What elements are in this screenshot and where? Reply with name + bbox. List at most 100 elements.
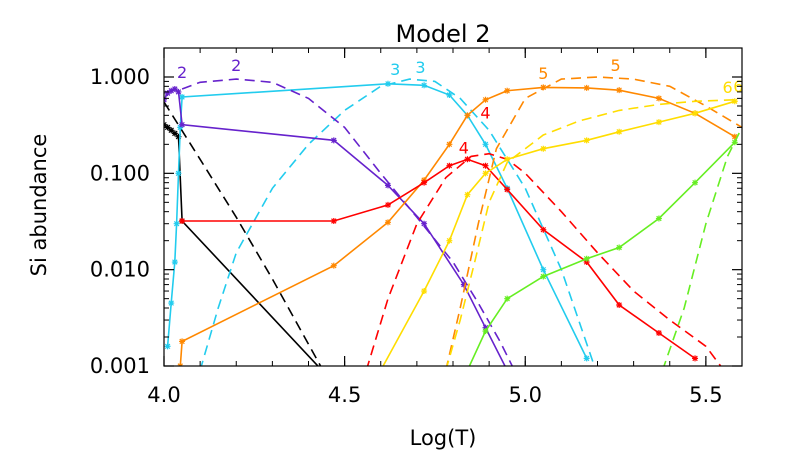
series-point-10-5 bbox=[504, 156, 511, 163]
series-point-10-0 bbox=[378, 367, 384, 373]
series-point-6-2 bbox=[179, 338, 186, 345]
series-point-4-7 bbox=[384, 182, 391, 189]
series-point-6-13 bbox=[655, 95, 662, 102]
series-point-4-9 bbox=[460, 281, 467, 288]
series-label-0: 2 bbox=[177, 63, 187, 82]
series-point-4-11 bbox=[504, 367, 510, 373]
series-label-7: 5 bbox=[610, 56, 620, 75]
series-point-2-3 bbox=[173, 220, 180, 227]
x-tick-label-0: 4.0 bbox=[147, 383, 180, 407]
series-point-6-15 bbox=[731, 133, 738, 140]
series-point-12-7 bbox=[692, 179, 699, 186]
data-layer bbox=[164, 76, 742, 378]
series-point-10-7 bbox=[583, 137, 590, 144]
series-point-2-13 bbox=[540, 266, 547, 273]
series-line-12 bbox=[468, 141, 736, 366]
series-point-8-3 bbox=[421, 179, 428, 186]
series-line-6 bbox=[179, 86, 736, 366]
series-point-4-5 bbox=[179, 121, 186, 128]
series-point-0-3 bbox=[171, 130, 178, 137]
series-point-12-1 bbox=[482, 328, 489, 335]
series-point-2-5 bbox=[177, 124, 184, 131]
series-point-2-0 bbox=[164, 343, 171, 350]
series-point-12-6 bbox=[655, 215, 662, 222]
series-line-13 bbox=[663, 127, 742, 366]
series-point-6-3 bbox=[330, 262, 337, 269]
x-tick-label-1: 4.5 bbox=[328, 383, 361, 407]
series-point-6-6 bbox=[446, 141, 453, 148]
x-tick-label-2: 5.0 bbox=[509, 383, 542, 407]
series-point-4-10 bbox=[482, 324, 489, 331]
series-point-6-0 bbox=[175, 367, 181, 373]
series-point-8-10 bbox=[616, 301, 623, 308]
series-point-2-14 bbox=[583, 355, 590, 362]
series-point-6-4 bbox=[384, 219, 391, 226]
series-line-10 bbox=[382, 100, 736, 366]
series-label-1: 2 bbox=[231, 56, 241, 75]
series-point-6-9 bbox=[504, 87, 511, 94]
series-point-2-4 bbox=[175, 170, 182, 177]
y-axis-label: Si abundance bbox=[27, 134, 51, 277]
chart-title: Model 2 bbox=[396, 20, 491, 48]
series-point-12-0 bbox=[464, 367, 470, 373]
series-label-2: 3 bbox=[390, 60, 400, 79]
series-point-8-12 bbox=[692, 355, 699, 362]
series-point-6-8 bbox=[482, 96, 489, 103]
series-point-10-1 bbox=[421, 288, 428, 295]
series-point-12-8 bbox=[731, 139, 738, 146]
series-line-3 bbox=[200, 78, 596, 366]
x-tick-label-3: 5.5 bbox=[689, 383, 722, 407]
series-point-10-6 bbox=[540, 145, 547, 152]
series-line-5 bbox=[181, 78, 514, 366]
series-point-2-6 bbox=[179, 93, 186, 100]
y-tick-label-2: 0.100 bbox=[90, 161, 150, 185]
series-point-10-2 bbox=[446, 237, 453, 244]
series-label-5: 4 bbox=[480, 104, 490, 123]
series-point-0-2 bbox=[168, 127, 175, 134]
series-point-2-11 bbox=[482, 141, 489, 148]
series-line-9 bbox=[366, 152, 722, 366]
series-point-10-11 bbox=[731, 98, 738, 105]
series-point-8-4 bbox=[446, 162, 453, 169]
series-label-3: 3 bbox=[415, 58, 425, 77]
series-point-8-6 bbox=[482, 162, 489, 169]
series-point-6-10 bbox=[540, 84, 547, 91]
series-point-6-12 bbox=[616, 87, 623, 94]
series-point-12-5 bbox=[616, 244, 623, 251]
series-point-12-2 bbox=[504, 295, 511, 302]
y-tick-label-3: 1.000 bbox=[90, 65, 150, 89]
series-point-0-4 bbox=[175, 133, 182, 140]
series-point-8-9 bbox=[583, 259, 590, 266]
series-point-4-1 bbox=[164, 90, 171, 97]
series-point-8-1 bbox=[330, 218, 337, 225]
series-point-12-4 bbox=[583, 255, 590, 262]
series-point-8-2 bbox=[384, 201, 391, 208]
series-line-7 bbox=[445, 76, 742, 366]
series-label-4: 4 bbox=[459, 139, 469, 158]
series-point-4-6 bbox=[330, 137, 337, 144]
series-line-11 bbox=[446, 99, 735, 366]
series-point-6-7 bbox=[464, 112, 471, 119]
x-axis-label: Log(T) bbox=[410, 426, 477, 450]
series-label-6: 5 bbox=[538, 64, 548, 83]
series-line-1 bbox=[164, 101, 322, 366]
series-point-4-2 bbox=[168, 87, 175, 94]
plot-frame bbox=[163, 47, 743, 367]
series-point-12-3 bbox=[540, 273, 547, 280]
series-point-8-5 bbox=[464, 156, 471, 163]
series-point-2-8 bbox=[421, 82, 428, 89]
series-point-8-11 bbox=[655, 330, 662, 337]
series-point-4-4 bbox=[175, 88, 182, 95]
series-point-8-8 bbox=[540, 226, 547, 233]
series-point-10-4 bbox=[482, 170, 489, 177]
series-point-0-6 bbox=[324, 372, 330, 378]
series-point-10-9 bbox=[655, 119, 662, 126]
series-point-4-8 bbox=[421, 220, 428, 227]
series-point-2-9 bbox=[446, 92, 453, 99]
series-point-10-10 bbox=[692, 110, 699, 117]
series-point-4-3 bbox=[171, 86, 178, 93]
y-tick-label-1: 0.010 bbox=[90, 258, 150, 282]
series-line-4 bbox=[164, 88, 506, 366]
